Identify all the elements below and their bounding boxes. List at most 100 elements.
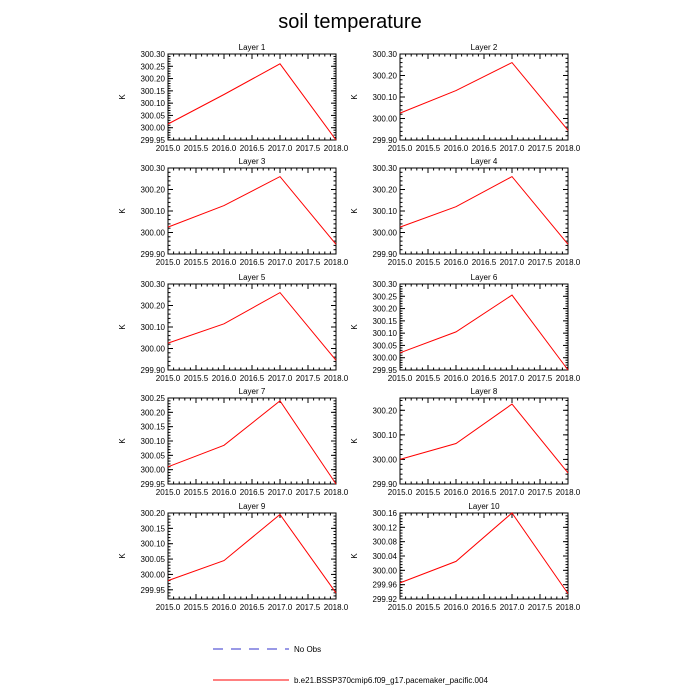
x-tick-label: 2017.0 (500, 488, 525, 497)
x-tick-label: 2016.5 (240, 258, 265, 267)
x-tick-label: 2016.0 (444, 144, 469, 153)
y-tick-label: 300.15 (141, 524, 166, 533)
y-tick-label: 300.00 (373, 354, 398, 363)
x-tick-label: 2015.5 (416, 258, 441, 267)
y-tick-label: 299.90 (373, 250, 398, 259)
y-tick-label: 300.08 (373, 538, 398, 547)
y-tick-label: 300.10 (141, 323, 166, 332)
y-tick-label: 300.00 (373, 229, 398, 238)
x-tick-label: 2017.5 (528, 374, 553, 383)
y-tick-label: 299.96 (373, 581, 398, 590)
x-tick-label: 2017.5 (296, 258, 321, 267)
y-tick-label: 300.00 (141, 570, 166, 579)
x-tick-label: 2017.0 (500, 374, 525, 383)
y-tick-label: 300.00 (373, 115, 398, 124)
y-tick-label: 300.30 (141, 164, 166, 173)
x-tick-label: 2016.5 (240, 603, 265, 612)
x-tick-label: 2016.5 (240, 374, 265, 383)
y-tick-label: 300.20 (141, 408, 166, 417)
x-tick-label: 2015.5 (416, 374, 441, 383)
plot-frame (399, 53, 569, 141)
x-tick-label: 2015.0 (156, 144, 181, 153)
y-tick-label: 300.16 (373, 509, 398, 518)
y-tick-label: 299.90 (141, 366, 166, 375)
x-tick-label: 2016.0 (444, 258, 469, 267)
series-line (167, 400, 337, 485)
y-tick-label: 299.95 (141, 480, 166, 489)
series-line (399, 175, 569, 245)
x-tick-label: 2015.5 (184, 603, 209, 612)
y-tick-label: 300.20 (373, 72, 398, 81)
legend-label-model: b.e21.BSSP370cmip6.f09_g17.pacemaker_pac… (294, 676, 488, 685)
y-tick-label: 300.12 (373, 523, 398, 532)
y-tick-label: 300.20 (141, 509, 166, 518)
plot-frame (167, 512, 337, 600)
y-tick-label: 300.10 (373, 329, 398, 338)
x-tick-label: 2015.0 (156, 374, 181, 383)
x-tick-label: 2015.0 (388, 488, 413, 497)
x-tick-label: 2016.0 (444, 488, 469, 497)
x-tick-label: 2016.0 (444, 603, 469, 612)
panel-title: Layer 10 (468, 502, 500, 511)
x-tick-label: 2015.0 (388, 603, 413, 612)
y-axis-label: K (350, 324, 359, 330)
y-tick-label: 300.20 (373, 305, 398, 314)
y-tick-label: 300.20 (141, 302, 166, 311)
y-tick-label: 299.90 (141, 250, 166, 259)
x-tick-label: 2017.0 (268, 258, 293, 267)
y-tick-label: 300.10 (141, 207, 166, 216)
x-tick-label: 2017.5 (528, 258, 553, 267)
y-tick-label: 300.30 (141, 50, 166, 59)
plot-frame (399, 397, 569, 485)
x-tick-label: 2017.5 (296, 374, 321, 383)
y-tick-label: 300.00 (141, 466, 166, 475)
y-axis-label: K (350, 94, 359, 100)
panel-title: Layer 1 (239, 43, 266, 52)
y-tick-label: 300.10 (373, 431, 398, 440)
panel-title: Layer 7 (239, 387, 266, 396)
y-tick-label: 300.25 (141, 62, 166, 71)
x-tick-label: 2015.0 (156, 488, 181, 497)
plot-frame (167, 53, 337, 141)
x-tick-label: 2016.0 (212, 488, 237, 497)
x-tick-label: 2017.0 (500, 603, 525, 612)
x-tick-label: 2017.0 (268, 144, 293, 153)
y-tick-label: 299.95 (141, 586, 166, 595)
series-line (399, 512, 569, 594)
x-tick-label: 2015.5 (184, 144, 209, 153)
x-tick-label: 2018.0 (556, 144, 581, 153)
plot-frame (167, 167, 337, 255)
y-tick-label: 300.00 (141, 345, 166, 354)
panel-title: Layer 6 (471, 273, 498, 282)
x-tick-label: 2017.5 (528, 603, 553, 612)
panel-title: Layer 5 (239, 273, 266, 282)
plot-frame (167, 283, 337, 371)
x-tick-label: 2015.0 (388, 374, 413, 383)
x-tick-label: 2016.0 (212, 258, 237, 267)
series-line (399, 403, 569, 474)
y-tick-label: 300.00 (141, 229, 166, 238)
panel-title: Layer 3 (239, 157, 266, 166)
panel-title: Layer 4 (471, 157, 498, 166)
legend-label-obs: No Obs (294, 645, 321, 654)
x-tick-label: 2018.0 (556, 258, 581, 267)
y-tick-label: 299.90 (373, 136, 398, 145)
y-tick-label: 300.30 (373, 50, 398, 59)
y-tick-label: 299.92 (373, 595, 398, 604)
plot-frame (399, 283, 569, 371)
x-tick-label: 2016.0 (212, 144, 237, 153)
y-tick-label: 300.20 (373, 186, 398, 195)
x-tick-label: 2017.0 (500, 258, 525, 267)
y-tick-label: 300.10 (141, 437, 166, 446)
y-tick-label: 300.10 (373, 93, 398, 102)
x-tick-label: 2018.0 (324, 603, 349, 612)
y-tick-label: 300.00 (373, 566, 398, 575)
y-tick-label: 300.30 (141, 280, 166, 289)
x-tick-label: 2017.0 (268, 374, 293, 383)
y-axis-label: K (118, 94, 127, 100)
x-tick-label: 2015.0 (388, 144, 413, 153)
